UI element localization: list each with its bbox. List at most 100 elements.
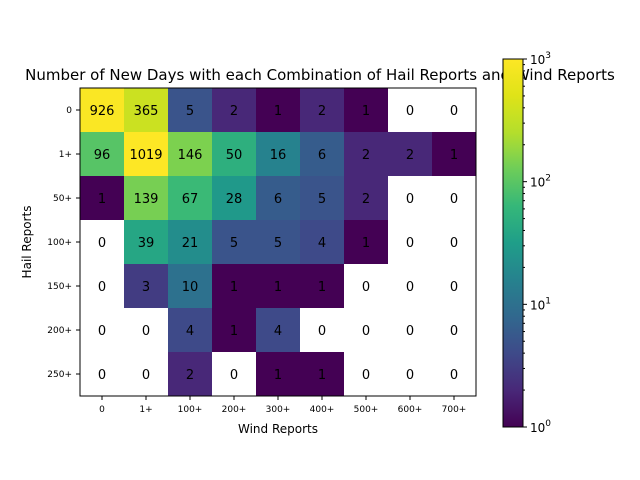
heatmap-cell — [344, 220, 388, 264]
cell-value-label: 1 — [362, 236, 370, 251]
heatmap-cell — [344, 88, 388, 132]
cell-value-label: 0 — [450, 280, 458, 295]
cell-value-label: 1 — [274, 280, 282, 295]
heatmap-cell — [432, 132, 476, 176]
heatmap-cell — [256, 264, 300, 308]
heatmap-cell — [212, 220, 256, 264]
heatmap-cell — [256, 220, 300, 264]
heatmap-cell — [300, 352, 344, 396]
cell-value-label: 0 — [406, 104, 414, 119]
cell-value-label: 5 — [186, 104, 194, 119]
heatmap-cell — [388, 176, 432, 220]
heatmap-cell — [256, 176, 300, 220]
colorbar — [502, 58, 524, 428]
heatmap-cell — [80, 176, 124, 220]
cell-value-label: 0 — [142, 368, 150, 383]
cell-value-label: 926 — [90, 104, 115, 119]
cell-value-label: 5 — [274, 236, 282, 251]
heatmap-cell — [80, 88, 124, 132]
cell-value-label: 6 — [274, 192, 282, 207]
colorbar-tick-label: 101 — [530, 296, 551, 312]
heatmap-cell — [212, 132, 256, 176]
y-tick-label: 0 — [66, 106, 72, 116]
heatmap-cell — [300, 176, 344, 220]
heatmap-cell — [124, 132, 168, 176]
heatmap-cell — [168, 88, 212, 132]
heatmap-cell — [212, 352, 256, 396]
cell-value-label: 96 — [94, 148, 111, 163]
cell-value-label: 28 — [226, 192, 243, 207]
cell-value-label: 3 — [142, 280, 150, 295]
heatmap-cell — [432, 88, 476, 132]
heatmap-cell — [124, 264, 168, 308]
heatmap-cell — [80, 264, 124, 308]
x-tick-label: 1+ — [139, 405, 152, 415]
cell-value-label: 0 — [406, 368, 414, 383]
heatmap-cell — [80, 220, 124, 264]
cell-value-label: 2 — [318, 104, 326, 119]
heatmap-cell — [80, 352, 124, 396]
cell-value-label: 16 — [270, 148, 287, 163]
heatmap-cell — [344, 132, 388, 176]
y-tick-label: 150+ — [47, 282, 72, 292]
heatmap-cell — [124, 308, 168, 352]
x-tick-label: 500+ — [354, 405, 379, 415]
colorbar-tick-label: 100 — [530, 419, 551, 435]
heatmap-cell — [300, 132, 344, 176]
cell-value-label: 6 — [318, 148, 326, 163]
cell-value-label: 1 — [450, 148, 458, 163]
heatmap-cell — [388, 308, 432, 352]
cell-value-label: 1 — [230, 324, 238, 339]
heatmap-cell — [432, 176, 476, 220]
heatmap-cell-labels: 926 365 5 2 1 2 1 0 096 1019 146 50 16 6 2 2 11 139 67 28 6 5… — [90, 104, 459, 383]
heatmap-cell — [344, 352, 388, 396]
x-tick-label: 300+ — [266, 405, 291, 415]
heatmap-cell — [432, 264, 476, 308]
cell-value-label: 10 — [182, 280, 199, 295]
heatmap-cell — [256, 132, 300, 176]
cell-value-label: 0 — [98, 280, 106, 295]
y-tick-label: 100+ — [47, 238, 72, 248]
chart-title: Number of New Days with each Combination… — [25, 66, 615, 84]
cell-value-label: 0 — [450, 192, 458, 207]
cell-value-label: 0 — [406, 192, 414, 207]
cell-value-label: 0 — [450, 236, 458, 251]
heatmap-cell — [432, 308, 476, 352]
cell-value-label: 1 — [318, 280, 326, 295]
heatmap-cell — [168, 264, 212, 308]
cell-value-label: 2 — [362, 192, 370, 207]
x-tick-label: 600+ — [398, 405, 423, 415]
cell-value-label: 0 — [98, 368, 106, 383]
heatmap-cell — [124, 176, 168, 220]
cell-value-label: 1 — [362, 104, 370, 119]
x-tick-label: 200+ — [222, 405, 247, 415]
heatmap-cell — [168, 220, 212, 264]
heatmap-cell — [212, 308, 256, 352]
y-axis-ticks: 0 1+ 50+ 100+ 150+ 200+ 250+ — [47, 106, 80, 380]
x-tick-label: 700+ — [442, 405, 467, 415]
cell-value-label: 0 — [450, 324, 458, 339]
cell-value-label: 67 — [182, 192, 199, 207]
cell-value-label: 146 — [178, 148, 203, 163]
cell-value-label: 4 — [186, 324, 194, 339]
cell-value-label: 0 — [450, 368, 458, 383]
heatmap-cell — [432, 352, 476, 396]
y-tick-label: 50+ — [53, 194, 72, 204]
cell-value-label: 2 — [362, 148, 370, 163]
cell-value-label: 139 — [134, 192, 159, 207]
heatmap-cell — [256, 88, 300, 132]
x-tick-label: 400+ — [310, 405, 335, 415]
cell-value-label: 0 — [230, 368, 238, 383]
heatmap-cell — [124, 352, 168, 396]
cell-value-label: 1 — [274, 368, 282, 383]
heatmap-cell — [300, 264, 344, 308]
cell-value-label: 0 — [406, 324, 414, 339]
heatmap-cell — [344, 308, 388, 352]
heatmap-cell — [344, 264, 388, 308]
heatmap-cell — [168, 132, 212, 176]
cell-value-label: 1 — [230, 280, 238, 295]
heatmap-cell — [388, 352, 432, 396]
cell-value-label: 365 — [134, 104, 159, 119]
cell-value-label: 4 — [318, 236, 326, 251]
y-tick-label: 1+ — [59, 150, 72, 160]
